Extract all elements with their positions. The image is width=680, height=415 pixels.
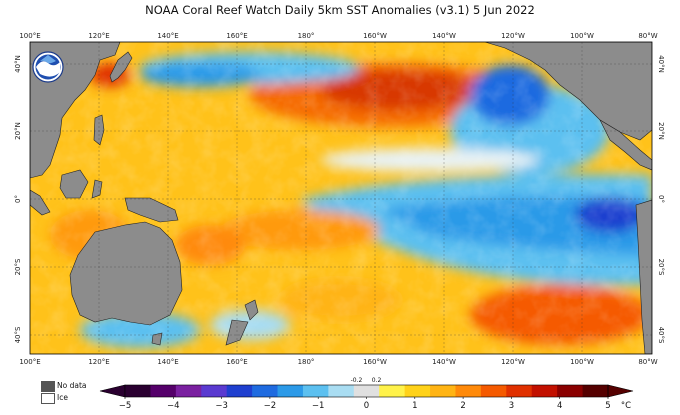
colorbar-segment	[150, 385, 177, 397]
lat-tick: 40°N	[657, 55, 665, 73]
lon-tick: 120°W	[501, 358, 525, 366]
colorbar-segment	[302, 385, 329, 397]
lon-tick: 120°E	[88, 32, 109, 40]
lat-tick: 20°S	[657, 259, 665, 276]
colorbar-segment	[404, 385, 431, 397]
lon-ticks-top: 100°E 120°E 140°E 160°E 180° 160°W 140°W…	[19, 32, 657, 40]
colorbar-label: 0	[364, 401, 369, 411]
lon-tick: 140°W	[432, 358, 456, 366]
lat-ticks-right: 40°N 20°N 0° 20°S 40°S	[657, 55, 665, 344]
lat-tick: 20°N	[657, 122, 665, 140]
lat-tick: 40°S	[14, 326, 22, 343]
lat-tick: 40°S	[657, 327, 665, 344]
lon-ticks-bottom: 100°E 120°E 140°E 160°E 180° 160°W 140°W…	[19, 358, 657, 366]
colorbar: −5 −4 −3 −2 −1 0 1 2 3 4 5 -0.2 0.2 °C	[99, 377, 634, 411]
ice-swatch	[41, 393, 55, 404]
lat-tick: 0°	[657, 195, 665, 203]
colorbar-segment	[557, 385, 584, 397]
colorbar-segment	[353, 385, 380, 397]
colorbar-unit: °C	[621, 401, 631, 411]
lon-tick: 80°W	[638, 32, 657, 40]
colorbar-small-label: -0.2	[351, 377, 363, 384]
colorbar-segment	[125, 385, 151, 397]
lon-tick: 180°	[298, 32, 315, 40]
colorbar-segment	[531, 385, 558, 397]
colorbar-segment	[455, 385, 482, 397]
lon-tick: 160°W	[363, 32, 387, 40]
colorbar-label: −3	[215, 401, 228, 411]
colorbar-segment	[582, 385, 609, 397]
lat-tick: 20°N	[14, 122, 22, 140]
sst-anomaly-field	[30, 42, 652, 354]
colorbar-max-extend	[607, 384, 634, 398]
lat-ticks-left: 40°N 20°N 0° 20°S 40°S	[14, 55, 22, 343]
colorbar-segment	[379, 385, 406, 397]
colorbar-segment	[480, 385, 507, 397]
colorbar-label: 5	[605, 401, 610, 411]
colorbar-segment	[430, 385, 456, 397]
noaa-logo	[32, 51, 64, 83]
lon-tick: 120°W	[501, 32, 525, 40]
lon-tick: 140°E	[157, 32, 178, 40]
lon-tick: 160°E	[226, 32, 247, 40]
colorbar-label: 1	[412, 401, 417, 411]
map-title: NOAA Coral Reef Watch Daily 5km SST Anom…	[145, 3, 535, 17]
lon-tick: 100°W	[570, 32, 594, 40]
colorbar-segment	[252, 385, 279, 397]
colorbar-segment	[506, 385, 533, 397]
lon-tick: 160°E	[226, 358, 247, 366]
lon-tick: 160°W	[363, 358, 387, 366]
colorbar-label: −4	[167, 401, 180, 411]
lon-tick: 80°W	[638, 358, 657, 366]
colorbar-small-label: 0.2	[372, 377, 382, 384]
colorbar-segment	[277, 385, 304, 397]
lon-tick: 120°E	[88, 358, 109, 366]
lon-tick: 100°E	[19, 32, 40, 40]
lon-tick: 140°E	[157, 358, 178, 366]
no-data-label: No data	[57, 381, 87, 390]
colorbar-segment	[175, 385, 202, 397]
lon-tick: 180°	[298, 358, 315, 366]
lat-tick: 40°N	[14, 55, 22, 73]
graticule	[30, 42, 652, 354]
colorbar-label: −2	[264, 401, 277, 411]
colorbar-segment	[226, 385, 253, 397]
colorbar-label: 4	[557, 401, 562, 411]
lat-tick: 20°S	[14, 258, 22, 275]
colorbar-label: 2	[460, 401, 465, 411]
colorbar-label: −5	[119, 401, 132, 411]
lat-tick: 0°	[14, 195, 22, 203]
ice-label: Ice	[57, 393, 68, 402]
no-data-swatch	[41, 381, 55, 392]
colorbar-segment	[328, 385, 355, 397]
colorbar-label: −1	[312, 401, 325, 411]
lon-tick: 140°W	[432, 32, 456, 40]
colorbar-min-extend	[99, 384, 126, 398]
colorbar-segment	[201, 385, 228, 397]
lon-tick: 100°W	[570, 358, 594, 366]
colorbar-label: 3	[509, 401, 514, 411]
map-border	[29, 41, 653, 355]
lon-tick: 100°E	[19, 358, 40, 366]
